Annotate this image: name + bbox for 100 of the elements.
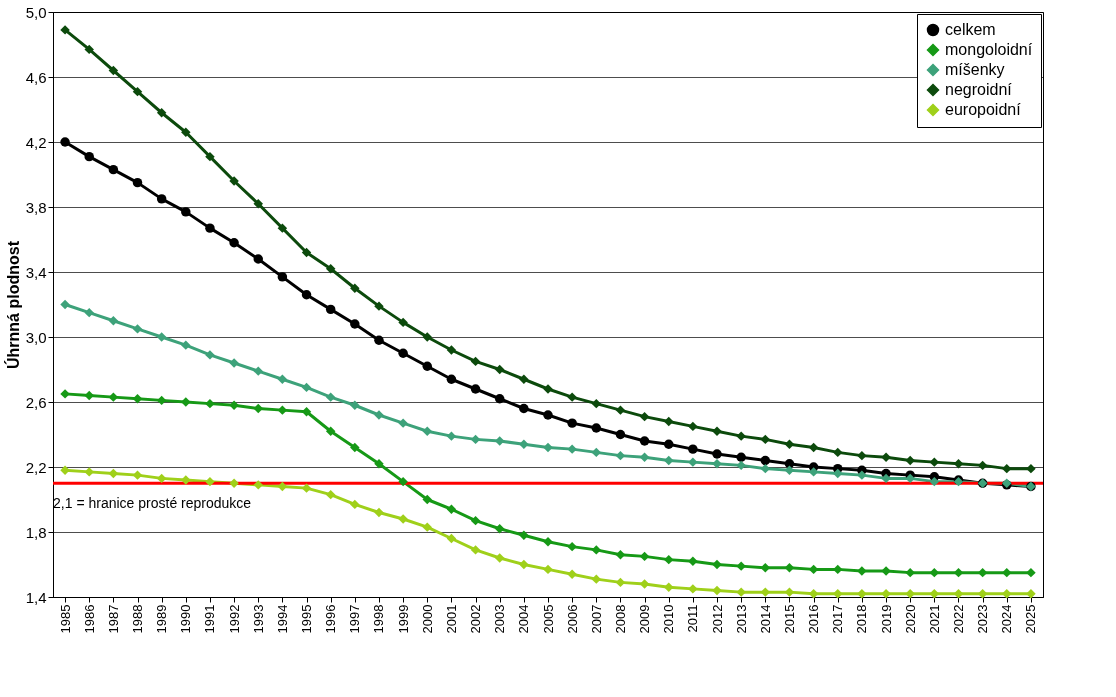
point bbox=[132, 324, 143, 334]
x-tick-label: 1996 bbox=[323, 604, 339, 634]
point bbox=[325, 392, 336, 402]
point bbox=[663, 416, 674, 427]
point bbox=[84, 467, 94, 477]
x-tick-label: 1990 bbox=[178, 604, 194, 634]
point bbox=[350, 283, 360, 293]
point bbox=[663, 455, 674, 466]
point bbox=[446, 374, 457, 384]
point bbox=[132, 177, 143, 188]
point bbox=[712, 559, 722, 570]
x-tick-label: 2000 bbox=[419, 604, 435, 634]
point bbox=[1002, 589, 1012, 599]
point bbox=[60, 299, 70, 310]
point bbox=[205, 398, 215, 409]
x-tick-label: 2025 bbox=[1023, 604, 1039, 634]
point bbox=[253, 199, 263, 209]
y-tick-label: 4,6 bbox=[25, 68, 47, 86]
point bbox=[156, 395, 167, 406]
point bbox=[277, 374, 288, 384]
point bbox=[84, 390, 94, 401]
point bbox=[953, 589, 964, 599]
y-tick-label: 3,4 bbox=[25, 263, 47, 281]
point bbox=[325, 426, 336, 436]
point bbox=[591, 398, 602, 409]
point bbox=[857, 589, 867, 599]
x-tick-label: 2016 bbox=[806, 604, 822, 634]
point bbox=[567, 418, 577, 428]
legend-label: míšenky bbox=[945, 61, 1005, 78]
x-tick-label: 1999 bbox=[395, 604, 411, 634]
point bbox=[663, 582, 674, 592]
legend-label: negroidní bbox=[945, 81, 1013, 98]
point bbox=[156, 194, 167, 204]
point bbox=[736, 587, 746, 597]
point bbox=[1002, 567, 1012, 578]
x-tick-label: 2019 bbox=[878, 604, 894, 634]
point bbox=[494, 524, 505, 534]
x-tick-label: 2014 bbox=[757, 604, 773, 634]
x-tick-label: 2006 bbox=[564, 604, 580, 634]
point bbox=[639, 411, 650, 422]
point bbox=[350, 319, 360, 329]
point bbox=[736, 460, 746, 471]
point bbox=[374, 335, 384, 345]
point bbox=[325, 264, 336, 274]
legend-label: celkem bbox=[945, 21, 996, 38]
point bbox=[881, 452, 891, 462]
point bbox=[446, 533, 457, 544]
x-tick-label: 2007 bbox=[588, 604, 604, 634]
y-tick-label: 3,0 bbox=[25, 328, 47, 346]
x-tick-label: 1987 bbox=[105, 604, 121, 634]
point bbox=[84, 44, 94, 55]
point bbox=[301, 290, 312, 300]
point bbox=[229, 238, 239, 248]
y-tick-label: 2,6 bbox=[25, 393, 47, 411]
point bbox=[784, 563, 795, 573]
point bbox=[519, 439, 529, 449]
point bbox=[712, 449, 722, 459]
x-tick-label: 2023 bbox=[975, 604, 991, 634]
point bbox=[301, 247, 312, 258]
x-tick-label: 2009 bbox=[637, 604, 653, 634]
x-tick-label: 1997 bbox=[347, 604, 363, 634]
x-tick-label: 2013 bbox=[733, 604, 749, 634]
x-tick-label: 2015 bbox=[781, 604, 797, 634]
point bbox=[325, 489, 336, 500]
point bbox=[398, 348, 408, 358]
point bbox=[422, 332, 433, 342]
x-tick-label: 2011 bbox=[685, 604, 701, 633]
x-tick-label: 1988 bbox=[130, 604, 146, 634]
point bbox=[663, 554, 674, 565]
point bbox=[253, 366, 263, 376]
point bbox=[84, 151, 94, 162]
point bbox=[108, 468, 119, 479]
point bbox=[108, 164, 119, 175]
point bbox=[567, 569, 577, 579]
point bbox=[760, 434, 771, 445]
point bbox=[156, 108, 167, 118]
point bbox=[857, 450, 867, 461]
x-tick-label: 1995 bbox=[299, 604, 315, 634]
point bbox=[712, 459, 722, 469]
point bbox=[494, 553, 505, 563]
point bbox=[1026, 463, 1036, 474]
point bbox=[277, 481, 288, 492]
point bbox=[615, 405, 626, 415]
point bbox=[567, 444, 577, 454]
point bbox=[833, 564, 843, 575]
x-tick-label: 2002 bbox=[468, 604, 484, 634]
point bbox=[422, 494, 433, 505]
point bbox=[833, 589, 843, 599]
point bbox=[977, 460, 988, 471]
point bbox=[519, 403, 529, 414]
point bbox=[350, 442, 360, 453]
point bbox=[60, 137, 70, 147]
point bbox=[494, 364, 505, 375]
point bbox=[929, 476, 940, 487]
x-tick-label: 2024 bbox=[999, 604, 1015, 634]
x-tick-label: 2021 bbox=[926, 604, 942, 634]
point bbox=[543, 410, 553, 420]
point bbox=[301, 483, 312, 493]
y-tick-label: 2,2 bbox=[25, 458, 47, 476]
point bbox=[736, 561, 746, 571]
